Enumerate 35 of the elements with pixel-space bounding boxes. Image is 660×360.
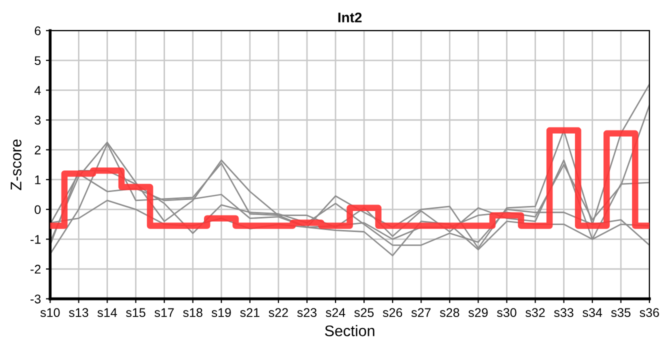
x-tick-label: s26 xyxy=(382,308,402,318)
y-tick-label: 6 xyxy=(34,26,41,36)
chart-title: Int2 xyxy=(338,12,362,22)
y-tick-label: -2 xyxy=(30,264,41,274)
y-tick-label: -3 xyxy=(30,294,41,304)
x-tick-label: s32 xyxy=(526,308,545,318)
x-tick-label: s22 xyxy=(268,308,288,318)
x-tick-label: s19 xyxy=(212,308,231,318)
x-tick-label: s24 xyxy=(326,308,346,318)
x-tick-label: s29 xyxy=(468,308,488,318)
x-tick-label: s15 xyxy=(126,308,146,318)
y-tick-label: 2 xyxy=(34,146,41,154)
x-tick-label: s27 xyxy=(411,308,431,318)
x-tick-label: s23 xyxy=(297,308,317,318)
x-tick-label: s25 xyxy=(354,308,374,318)
y-tick-label: 5 xyxy=(34,56,41,66)
y-axis-title: Z-score xyxy=(10,139,22,190)
x-axis-title: Section xyxy=(325,325,374,336)
x-tick-label: s17 xyxy=(154,308,174,318)
x-tick-label: s14 xyxy=(98,308,117,318)
x-tick-label: s30 xyxy=(497,308,516,318)
x-tick-label: s35 xyxy=(611,308,630,318)
x-tick-label: s34 xyxy=(582,308,602,318)
y-tick-label: 3 xyxy=(34,116,41,125)
x-tick-label: s18 xyxy=(183,308,202,318)
x-tick-label: s13 xyxy=(68,308,88,318)
x-tick-label: s33 xyxy=(554,308,574,318)
y-tick-label: 0 xyxy=(34,205,41,214)
y-tick-label: 1 xyxy=(35,176,41,184)
x-tick-label: s36 xyxy=(640,308,659,318)
x-tick-label: s28 xyxy=(440,308,460,318)
x-tick-label: s10 xyxy=(40,308,60,318)
x-tick-label: s21 xyxy=(240,308,260,318)
y-tick-label: -1 xyxy=(30,235,41,244)
y-tick-label: 4 xyxy=(34,86,41,95)
